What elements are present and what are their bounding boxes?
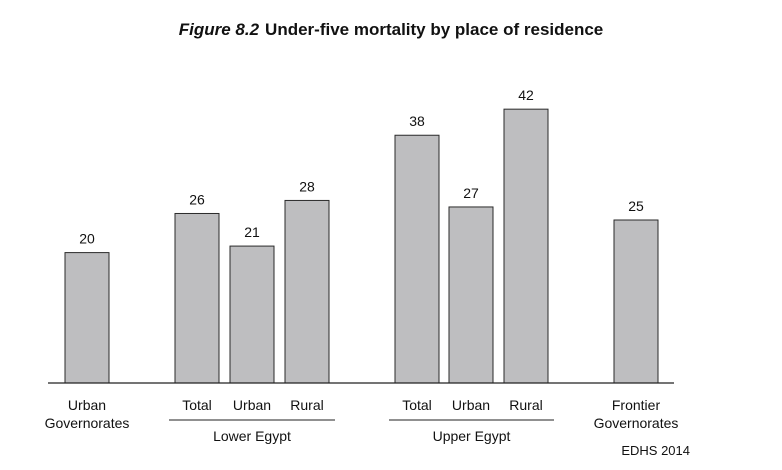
category-label-1-0: Total xyxy=(182,397,212,413)
category-label-3-0: Rural xyxy=(290,397,323,413)
source-note: EDHS 2014 xyxy=(621,443,690,458)
category-label-6-0: Rural xyxy=(509,397,542,413)
data-label-6: 42 xyxy=(518,87,534,103)
figure-label: Figure 8.2 xyxy=(178,20,260,39)
category-label-4-0: Total xyxy=(402,397,432,413)
group-label-1: Upper Egypt xyxy=(433,428,511,444)
data-label-4: 38 xyxy=(409,113,425,129)
data-label-1: 26 xyxy=(189,191,205,207)
bar-1 xyxy=(174,212,220,384)
category-label-2-0: Urban xyxy=(233,397,271,413)
category-label-7-0: Frontier xyxy=(612,397,661,413)
bar-3 xyxy=(284,199,330,384)
bar-4 xyxy=(394,134,440,384)
group-label-0: Lower Egypt xyxy=(213,428,291,444)
chart-title: Figure 8.2 Under-five mortality by place … xyxy=(0,20,782,40)
bar-0 xyxy=(64,252,110,384)
bar-6 xyxy=(503,108,549,384)
data-label-2: 21 xyxy=(244,224,260,240)
figure-title-text: Under-five mortality by place of residen… xyxy=(265,20,604,39)
data-label-0: 20 xyxy=(79,231,95,247)
data-label-3: 28 xyxy=(299,178,315,194)
category-label-7-1: Governorates xyxy=(594,415,679,431)
data-label-7: 25 xyxy=(628,198,644,214)
bar-2 xyxy=(229,245,275,384)
category-label-5-0: Urban xyxy=(452,397,490,413)
category-label-0-0: Urban xyxy=(68,397,106,413)
bar-5 xyxy=(448,206,494,384)
category-label-0-1: Governorates xyxy=(45,415,130,431)
bar-7 xyxy=(613,219,659,384)
data-label-5: 27 xyxy=(463,185,479,201)
